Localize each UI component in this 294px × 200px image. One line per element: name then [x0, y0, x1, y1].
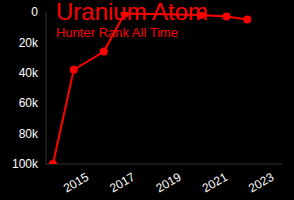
svg-text:40k: 40k [19, 66, 39, 80]
svg-text:2015: 2015 [61, 170, 91, 196]
svg-text:2019: 2019 [154, 170, 184, 196]
svg-text:2017: 2017 [107, 170, 137, 196]
svg-text:100k: 100k [12, 157, 39, 171]
svg-text:2021: 2021 [200, 170, 230, 196]
svg-text:2023: 2023 [246, 170, 276, 196]
svg-text:20k: 20k [19, 36, 39, 50]
svg-text:80k: 80k [19, 127, 39, 141]
html-text:Hunter Rank All Time: Hunter Rank All Time [56, 25, 179, 40]
svg-text:0: 0 [31, 5, 38, 19]
svg-text:60k: 60k [19, 96, 39, 110]
